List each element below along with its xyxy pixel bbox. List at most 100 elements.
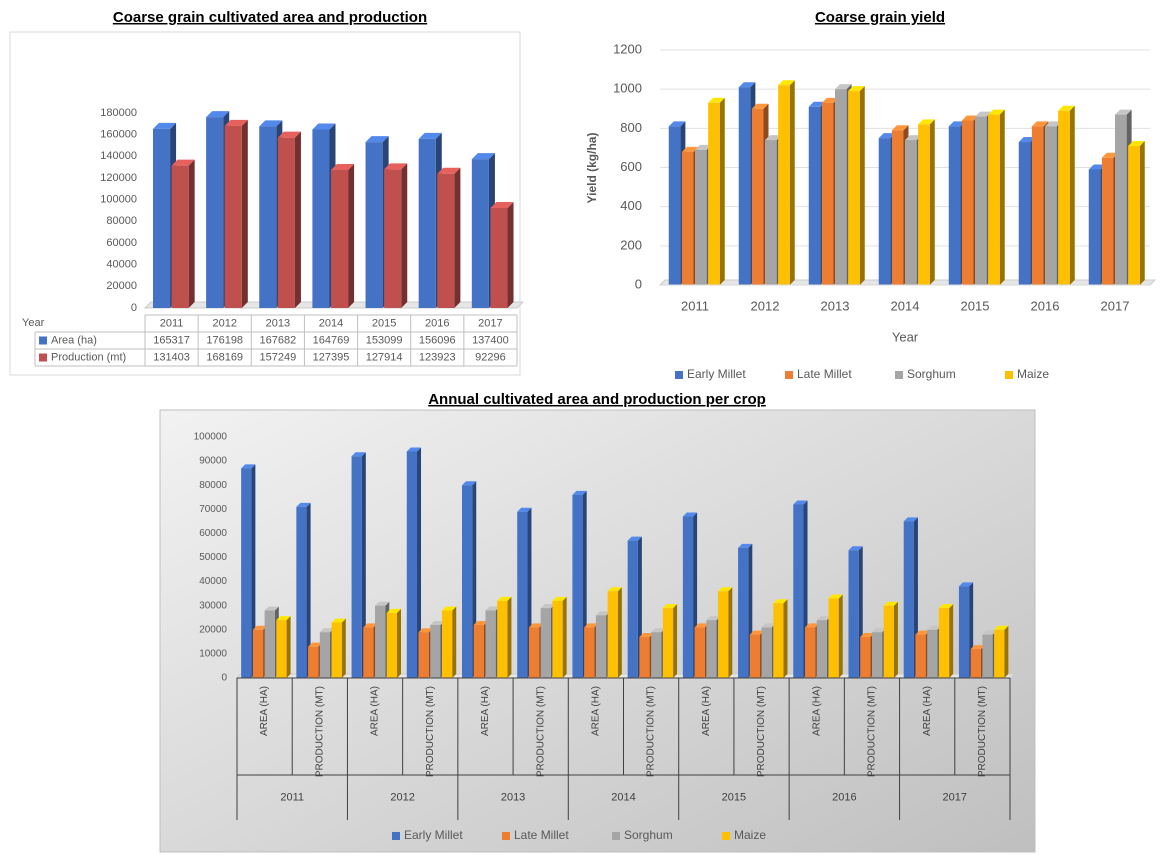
bar-side bbox=[188, 159, 195, 308]
y-tick-label: 400 bbox=[620, 198, 642, 213]
bar-top bbox=[1128, 140, 1145, 146]
legend-swatch bbox=[675, 371, 683, 379]
y-tick-label: 90000 bbox=[199, 456, 227, 467]
table-cell: 153099 bbox=[366, 334, 403, 346]
bar bbox=[1088, 169, 1101, 285]
bar bbox=[778, 85, 790, 285]
x-tick-label: PRODUCTION (MT) bbox=[756, 686, 767, 777]
bar bbox=[694, 627, 705, 678]
bar-top bbox=[883, 601, 898, 606]
x-tick-label: PRODUCTION (MT) bbox=[646, 686, 657, 777]
bar bbox=[871, 632, 883, 678]
bar bbox=[878, 138, 891, 285]
bar bbox=[461, 485, 473, 678]
bar bbox=[363, 627, 374, 678]
y-tick-label: 20000 bbox=[106, 280, 137, 292]
bar-top bbox=[1101, 152, 1119, 158]
table-cell: 164769 bbox=[313, 334, 350, 346]
bar-top bbox=[312, 123, 336, 130]
bar bbox=[905, 140, 917, 285]
table-cell: 127914 bbox=[366, 351, 403, 363]
bar-top bbox=[461, 481, 477, 486]
bar-top bbox=[694, 623, 709, 628]
bar bbox=[552, 600, 563, 678]
legend-label: Production (mt) bbox=[51, 351, 126, 363]
bar bbox=[473, 624, 484, 678]
bar-top bbox=[765, 135, 782, 141]
bar-top bbox=[276, 616, 291, 621]
bar-top bbox=[206, 111, 230, 118]
x-tick-label: PRODUCTION (MT) bbox=[867, 686, 878, 777]
bar bbox=[206, 117, 224, 308]
x-tick-label: 2015 bbox=[961, 298, 990, 313]
legend-label: Maize bbox=[1017, 367, 1049, 381]
bar-top bbox=[903, 517, 918, 522]
legend-swatch bbox=[39, 353, 47, 362]
table-cell: 165317 bbox=[153, 334, 190, 346]
x-tick-label: 2016 bbox=[425, 317, 449, 329]
bar-side bbox=[859, 86, 865, 285]
x-tick-label: AREA (HA) bbox=[922, 686, 933, 736]
bar-side bbox=[999, 109, 1005, 285]
group-label: 2014 bbox=[611, 791, 635, 803]
bar bbox=[259, 126, 277, 308]
bar-top bbox=[152, 122, 177, 129]
bar-top bbox=[264, 606, 279, 611]
bar bbox=[627, 540, 638, 678]
bar-top bbox=[948, 121, 966, 127]
bar bbox=[651, 632, 662, 678]
bar-side bbox=[719, 97, 725, 285]
bar bbox=[668, 126, 681, 285]
bar-top bbox=[905, 135, 922, 141]
bar bbox=[918, 124, 930, 286]
y-tick-label: 100000 bbox=[194, 432, 228, 443]
bar bbox=[319, 632, 331, 678]
bar-top bbox=[651, 628, 666, 633]
legend-label: Early Millet bbox=[404, 828, 463, 842]
bar-top bbox=[927, 625, 942, 630]
bar-top bbox=[441, 606, 457, 611]
bar bbox=[793, 504, 804, 678]
bar-top bbox=[528, 623, 544, 628]
bar bbox=[828, 598, 839, 678]
bar-side bbox=[562, 596, 567, 678]
group-label: 2011 bbox=[280, 791, 304, 803]
bar-top bbox=[252, 625, 268, 630]
legend-label: Maize bbox=[734, 828, 766, 842]
bar-top bbox=[363, 623, 378, 628]
bar-top bbox=[738, 82, 756, 88]
bar-side bbox=[241, 119, 248, 308]
table-cell: 137400 bbox=[472, 334, 509, 346]
bar bbox=[883, 605, 894, 678]
bar-top bbox=[662, 604, 678, 609]
bar bbox=[821, 102, 834, 285]
bar-top bbox=[471, 153, 495, 160]
bar-top bbox=[848, 546, 863, 551]
bar bbox=[252, 629, 264, 678]
y-tick-label: 160000 bbox=[100, 129, 137, 141]
x-tick-label: 2013 bbox=[821, 298, 850, 313]
bar bbox=[891, 130, 904, 285]
bar-side bbox=[1139, 140, 1145, 285]
bar-top bbox=[1088, 164, 1106, 170]
x-tick-label: 2011 bbox=[681, 298, 709, 313]
y-tick-label: 30000 bbox=[199, 600, 227, 611]
bar-top bbox=[437, 167, 461, 174]
bar-top bbox=[224, 119, 248, 126]
bar-side bbox=[783, 599, 788, 678]
bar bbox=[584, 627, 595, 678]
bar-side bbox=[452, 606, 457, 678]
bar bbox=[1045, 126, 1057, 285]
bar bbox=[418, 632, 429, 678]
bar bbox=[948, 126, 961, 285]
legend-swatch bbox=[39, 336, 47, 345]
bar bbox=[277, 137, 295, 308]
bar-top bbox=[365, 136, 389, 143]
y-tick-label: 180000 bbox=[100, 107, 137, 119]
bar-top bbox=[773, 599, 788, 604]
bar bbox=[331, 169, 349, 308]
x-tick-label: AREA (HA) bbox=[370, 686, 381, 736]
bar-top bbox=[891, 125, 909, 131]
bar-top bbox=[1058, 105, 1075, 111]
bar bbox=[540, 608, 551, 678]
